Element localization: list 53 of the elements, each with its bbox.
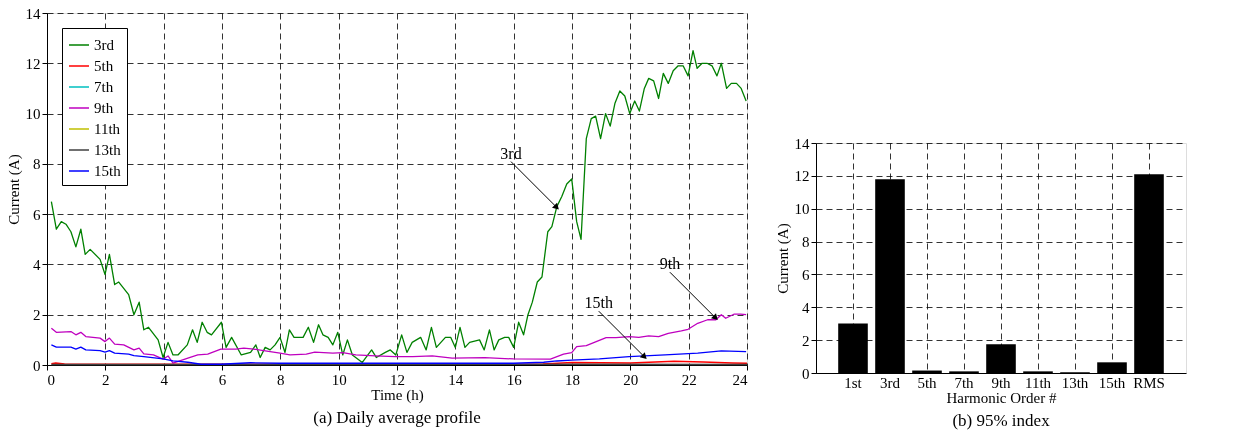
annotation: 9th [659,255,681,273]
y-tick-label: 12 [25,55,41,72]
legend-label: 7th [94,79,114,95]
x-tick-label: 0 [47,371,55,388]
y-tick-label: 10 [25,106,41,123]
x-axis-title: Time (h) [371,386,424,404]
x-tick-label: 10 [331,371,347,388]
legend-label: 9th [94,100,114,116]
x-axis-title: Harmonic Order # [946,389,1057,406]
legend-label: 5th [94,58,114,74]
y-tick-label: 4 [33,256,41,273]
y-tick-label: 4 [802,299,810,316]
y-tick-label: 8 [802,234,810,251]
text: (b) 95% index [952,411,1051,430]
x-tick-label: 4 [160,371,169,388]
y-tick-label: 14 [794,135,810,152]
legend-label: 3rd [94,37,115,53]
annotation: 15th [584,294,613,312]
y-tick-label: 2 [33,307,41,324]
y-tick-label: 6 [802,266,810,283]
y-tick-label: 2 [802,332,810,349]
x-tick-label: 16 [506,371,523,388]
x-tick-label: 3rd [880,374,901,391]
y-tick-label: 6 [33,206,41,223]
x-tick-label: 7th [954,374,975,391]
y-tick-label: 12 [794,168,810,185]
legend-label: 15th [94,163,122,179]
y-tick-label: 14 [25,5,41,22]
y-tick-label: 8 [33,156,41,173]
y-tick-label: 0 [33,357,41,374]
x-tick-label: 8 [277,371,285,388]
x-tick-label: 13th [1061,374,1089,391]
annotation: 3rd [500,144,522,162]
x-tick-label: 5th [917,374,938,391]
x-tick-label: 14 [448,371,464,388]
x-tick-label: 24 [732,371,748,388]
y-axis-title: Current (A) [5,154,23,225]
x-tick-label: 18 [565,371,580,388]
legend-label: 13th [94,142,122,158]
x-tick-label: 22 [681,371,697,388]
text: (a) Daily average profile [313,408,481,427]
legend-label: 11th [94,121,121,137]
x-tick-label: RMS [1133,374,1165,391]
x-tick-label: 15th [1098,374,1126,391]
x-tick-label: 2 [102,371,110,388]
x-tick-label: 9th [991,374,1012,391]
x-tick-label: 20 [623,371,639,388]
x-tick-label: 1st [844,374,863,391]
y-tick-label: 10 [794,201,810,218]
x-tick-label: 6 [218,371,227,388]
y-axis-title: Current (A) [774,223,792,294]
x-tick-label: 12 [390,371,405,388]
x-tick-label: 11th [1024,374,1052,391]
